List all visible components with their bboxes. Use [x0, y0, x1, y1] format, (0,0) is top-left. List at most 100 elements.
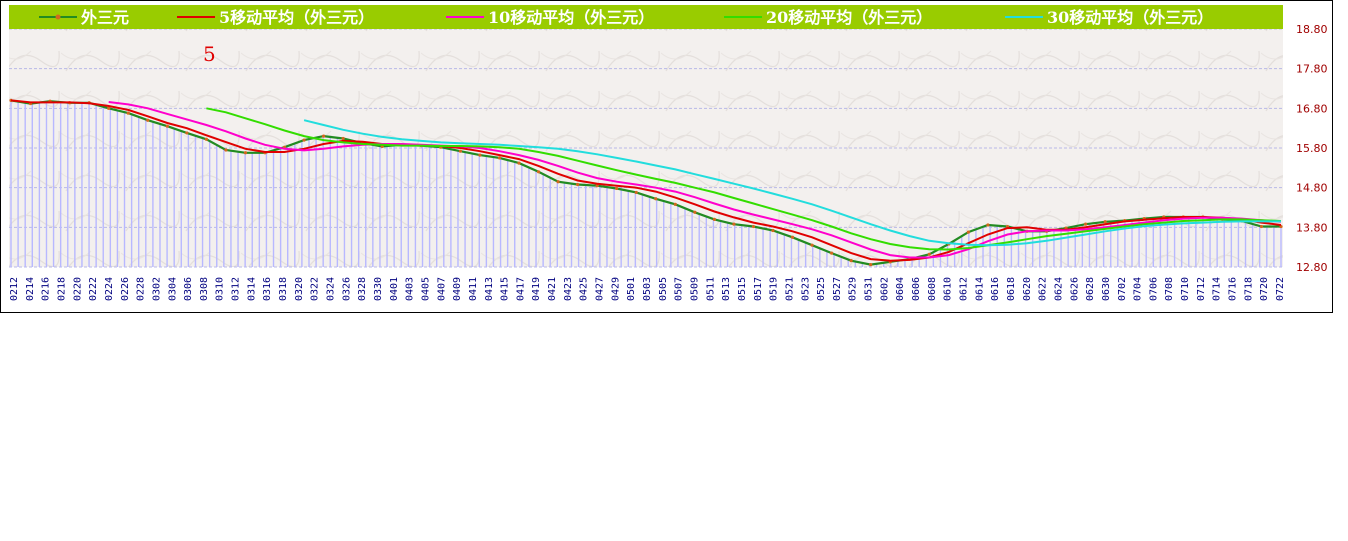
x-tick-label: 0401	[389, 277, 400, 301]
x-tick-label: 0712	[1196, 277, 1207, 301]
y-tick-label: 15.80	[1296, 142, 1328, 155]
x-tick-label: 0324	[326, 277, 337, 301]
x-tick-label: 0604	[895, 277, 906, 301]
x-tick-label: 0212	[9, 277, 20, 301]
series-marker	[673, 202, 677, 206]
x-tick-label: 0517	[753, 277, 764, 301]
series-marker	[302, 138, 306, 142]
x-tick-label: 0714	[1212, 277, 1223, 301]
x-tick-label: 0413	[484, 277, 495, 301]
x-tick-label: 0423	[563, 277, 574, 301]
x-tick-label: 0228	[136, 277, 147, 301]
series-line-ma2	[108, 101, 1282, 259]
x-tick-label: 0708	[1164, 277, 1175, 301]
x-tick-label: 0507	[674, 277, 685, 301]
x-tick-label: 0427	[595, 277, 606, 301]
series-marker	[751, 224, 756, 229]
legend-label: 外三元	[80, 8, 129, 27]
series-marker	[830, 251, 834, 255]
series-marker	[595, 184, 599, 188]
x-tick-label: 0608	[927, 277, 938, 301]
chart-frame: 外三元 5移动平均（外三元） 10移动平均（外三元） 20移动平均（外三元） 30移动平…	[0, 0, 1333, 313]
x-tick-label: 0220	[72, 277, 83, 301]
series-marker	[576, 182, 580, 187]
series-marker	[771, 228, 775, 233]
chart-svg: 外三元 5移动平均（外三元） 10移动平均（外三元） 20移动平均（外三元） 30移动平…	[9, 5, 1328, 301]
series-marker	[224, 148, 228, 152]
series-marker	[810, 243, 814, 247]
x-tick-label: 0419	[531, 277, 542, 301]
series-marker	[1103, 220, 1107, 224]
series-marker	[732, 222, 736, 226]
x-tick-label: 0614	[974, 277, 985, 301]
x-tick-label: 0411	[468, 277, 479, 301]
x-tick-label: 0224	[104, 277, 115, 301]
y-tick-label: 13.80	[1296, 221, 1328, 234]
x-tick-label: 0308	[199, 277, 210, 301]
series-marker	[458, 149, 462, 153]
x-tick-label: 0616	[990, 277, 1001, 301]
series-marker	[165, 124, 169, 128]
legend-marker	[55, 14, 61, 20]
series-marker	[185, 131, 189, 135]
x-tick-label: 0421	[547, 277, 558, 301]
x-tick-label: 0407	[436, 277, 447, 301]
series-marker	[146, 118, 150, 122]
series-marker	[1259, 224, 1264, 229]
x-tick-label: 0302	[151, 277, 162, 301]
x-tick-label: 0525	[816, 277, 827, 301]
series-marker	[478, 153, 482, 157]
x-tick-label: 0320	[294, 277, 305, 301]
series-marker	[1084, 222, 1088, 226]
x-tick-label: 0326	[341, 277, 352, 301]
series-marker	[634, 190, 638, 195]
series-marker	[126, 111, 130, 115]
x-tick-label: 0429	[610, 277, 621, 301]
x-tick-label: 0425	[579, 277, 590, 301]
y-axis-ticks: 18.80 17.80 16.80 15.80 14.80 13.80 12.80	[1296, 23, 1328, 274]
x-tick-label: 0226	[120, 277, 131, 301]
x-tick-label: 0720	[1259, 277, 1270, 301]
x-tick-label: 0318	[278, 277, 289, 301]
x-tick-label: 0304	[167, 277, 178, 301]
x-tick-label: 0612	[959, 277, 970, 301]
y-tick-label: 16.80	[1296, 102, 1328, 115]
x-tick-label: 0722	[1275, 277, 1286, 301]
series-marker	[869, 263, 873, 267]
series-marker	[986, 223, 990, 227]
series-marker	[615, 186, 619, 191]
chart-annotation: 5	[203, 42, 216, 66]
x-tick-label: 0316	[262, 277, 273, 301]
x-tick-label: 0523	[800, 277, 811, 301]
x-axis-ticks: 0212 0214 0216 0218 0220 0222 0224 0226 0228 0302…	[9, 277, 1286, 301]
x-tick-label: 0322	[310, 277, 321, 301]
x-tick-label: 0704	[1133, 277, 1144, 301]
series-marker	[927, 252, 931, 256]
x-tick-label: 0620	[1022, 277, 1033, 301]
x-tick-label: 0328	[357, 277, 368, 301]
x-tick-label: 0622	[1038, 277, 1049, 301]
series-marker	[341, 136, 345, 141]
series-line-ma3	[206, 107, 1282, 251]
series-marker	[517, 161, 521, 165]
y-tick-label: 18.80	[1296, 23, 1328, 36]
series-lines	[9, 98, 1283, 267]
x-tick-label: 0515	[737, 277, 748, 301]
x-tick-label: 0511	[705, 277, 716, 301]
series-marker	[556, 180, 560, 184]
series-line-ma4	[303, 119, 1281, 247]
series-marker	[243, 151, 248, 155]
x-tick-label: 0409	[452, 277, 463, 301]
y-tick-label: 17.80	[1296, 63, 1328, 76]
series-marker	[536, 170, 541, 174]
x-tick-label: 0706	[1148, 277, 1159, 301]
x-tick-label: 0222	[88, 277, 99, 301]
x-tick-label: 0710	[1180, 277, 1191, 301]
x-tick-label: 0718	[1243, 277, 1254, 301]
series-line-main	[10, 99, 1281, 266]
x-tick-label: 0214	[25, 277, 36, 301]
x-tick-label: 0312	[231, 277, 242, 301]
x-tick-label: 0216	[41, 277, 52, 301]
x-tick-label: 0417	[515, 277, 526, 301]
x-tick-label: 0218	[57, 277, 68, 301]
